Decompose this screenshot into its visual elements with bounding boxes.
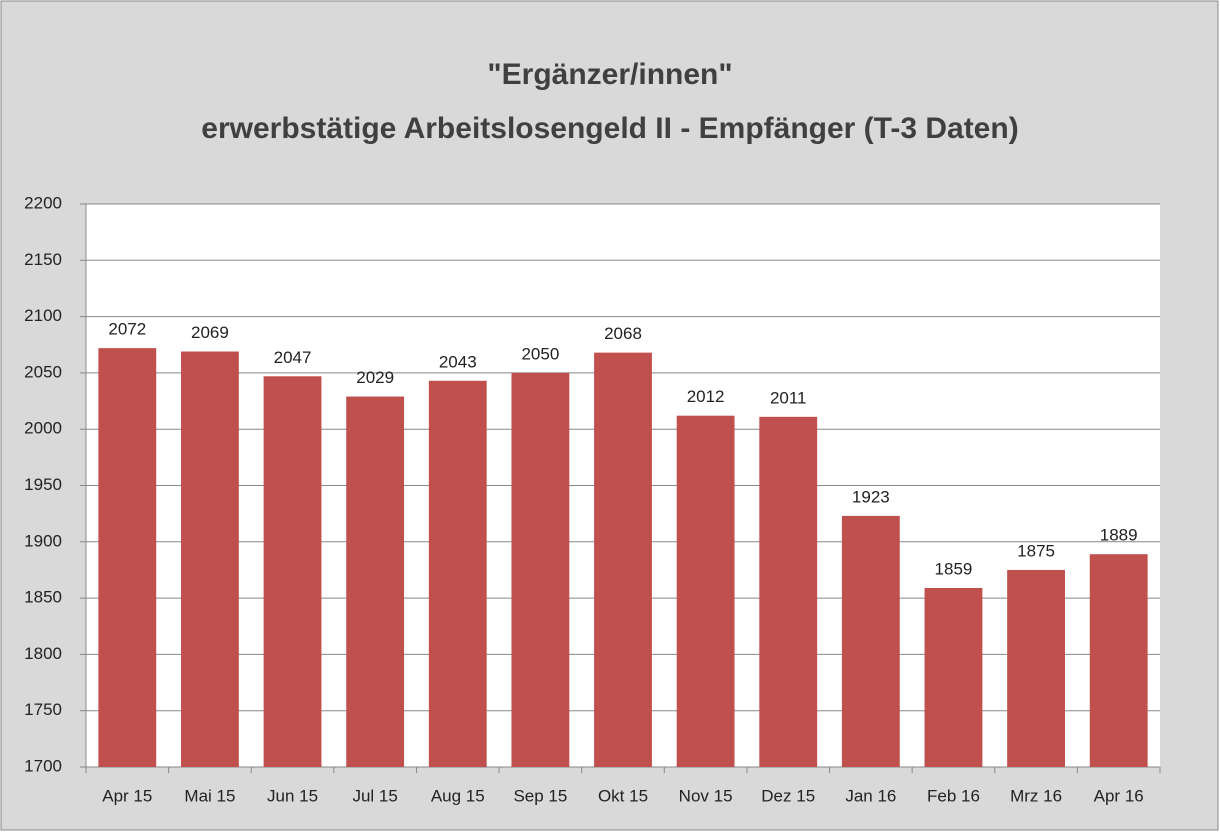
x-tick-label: Nov 15	[679, 786, 733, 805]
data-label: 2011	[770, 388, 807, 407]
x-tick-label: Mrz 16	[1010, 786, 1062, 805]
data-label: 2072	[108, 320, 146, 339]
bar	[346, 396, 405, 767]
data-label: 1875	[1017, 541, 1055, 560]
y-tick-label: 1700	[24, 756, 62, 775]
y-tick-label: 2100	[24, 306, 62, 325]
bar	[759, 416, 818, 767]
bar	[594, 352, 652, 767]
x-tick-label: Feb 16	[927, 786, 980, 805]
x-tick-label: Jul 15	[352, 786, 397, 805]
data-label: 2068	[604, 324, 642, 343]
x-tick-label: Okt 15	[598, 786, 648, 805]
data-label: 2047	[274, 348, 312, 367]
data-label: 2012	[687, 387, 725, 406]
chart-title: erwerbstätige Arbeitslosengeld II - Empf…	[201, 112, 1018, 145]
y-tick-label: 2150	[24, 250, 62, 269]
bar	[1089, 554, 1148, 767]
data-label: 1889	[1100, 526, 1138, 545]
bar	[428, 380, 487, 767]
y-tick-label: 1850	[24, 588, 62, 607]
x-tick-label: Apr 15	[102, 786, 152, 805]
x-tick-label: Dez 15	[761, 786, 815, 805]
y-tick-label: 1950	[24, 475, 62, 494]
bar	[511, 372, 570, 767]
data-label: 2043	[439, 352, 477, 371]
x-tick-label: Apr 16	[1094, 786, 1144, 805]
y-tick-label: 2050	[24, 362, 62, 381]
bar	[841, 515, 900, 767]
data-label: 1859	[935, 559, 973, 578]
data-label: 2029	[356, 368, 394, 387]
x-tick-label: Mai 15	[184, 786, 235, 805]
y-tick-label: 2200	[24, 193, 62, 212]
x-tick-label: Jun 15	[267, 786, 318, 805]
x-tick-label: Jan 16	[845, 786, 896, 805]
x-tick-label: Aug 15	[431, 786, 485, 805]
bar	[263, 376, 322, 767]
bar	[676, 415, 735, 767]
data-label: 2069	[191, 323, 229, 342]
bar	[98, 348, 157, 767]
bar	[924, 587, 983, 767]
y-tick-label: 1750	[24, 700, 62, 719]
y-tick-label: 1900	[24, 531, 62, 550]
chart-title: "Ergänzer/innen"	[487, 58, 732, 91]
data-label: 1923	[852, 487, 890, 506]
x-tick-label: Sep 15	[513, 786, 567, 805]
y-tick-label: 2000	[24, 419, 62, 438]
bar	[181, 351, 239, 767]
data-label: 2050	[521, 344, 559, 363]
y-tick-label: 1800	[24, 644, 62, 663]
bar	[1007, 569, 1065, 767]
